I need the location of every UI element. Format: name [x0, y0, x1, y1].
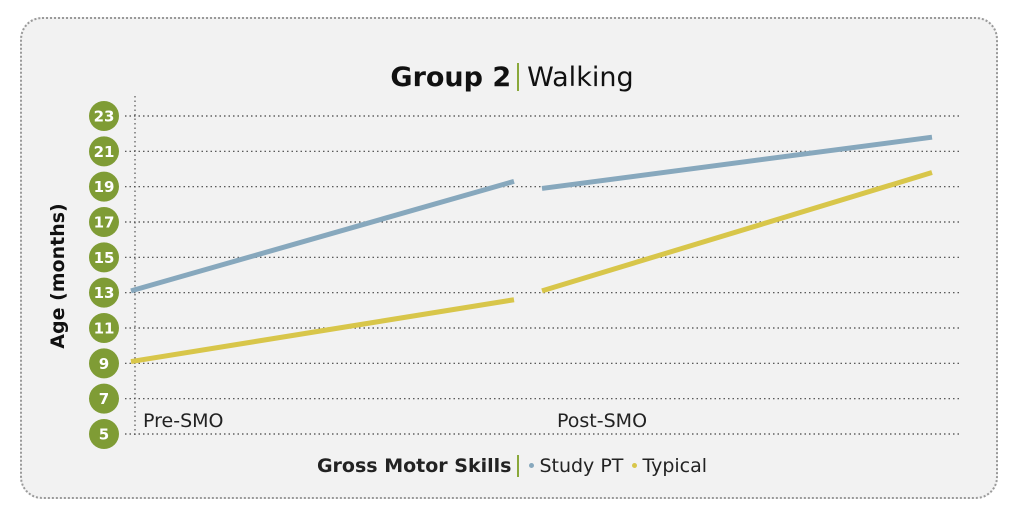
y-tick-label-11: 11: [94, 320, 115, 338]
chart-card: [20, 17, 998, 499]
series-study-pt-segment-2: [541, 134, 933, 191]
y-tick-badge-9: [89, 348, 119, 379]
series-study-pt-segment-1: [130, 178, 515, 294]
y-tick-label-19: 19: [94, 178, 115, 196]
y-tick-badge-17: [89, 207, 119, 237]
x-category-label-post-smo: Post-SMO: [557, 410, 647, 432]
y-tick-label-7: 7: [99, 390, 109, 408]
y-tick-badge-15: [89, 242, 119, 273]
y-tick-badge-21: [89, 136, 119, 167]
y-tick-label-15: 15: [94, 249, 115, 267]
y-tick-badge-13: [89, 277, 119, 308]
y-tick-badge-23: [89, 101, 119, 131]
series-typical-segment-1: [130, 297, 515, 365]
y-tick-badge-11: [89, 313, 119, 343]
title-divider: [517, 63, 520, 91]
y-tick-badge-7: [89, 383, 119, 414]
y-tick-label-23: 23: [94, 108, 115, 126]
chart-title-rest: Walking: [527, 62, 634, 93]
y-tick-label-9: 9: [99, 355, 109, 373]
series-typical-segment-2: [541, 170, 933, 294]
legend: Gross Motor Skills Study PT Typical: [0, 455, 1024, 477]
legend-marker-study-pt: [529, 463, 535, 468]
x-category-label-pre-smo: Pre-SMO: [143, 410, 223, 432]
y-tick-label-17: 17: [94, 214, 115, 232]
y-tick-label-21: 21: [94, 143, 115, 161]
legend-marker-typical: [632, 463, 638, 468]
chart-title: Group 2 Walking: [0, 62, 1024, 93]
legend-label-study-pt: Study PT: [539, 455, 624, 477]
legend-title: Gross Motor Skills: [316, 455, 512, 477]
legend-divider: [517, 455, 520, 477]
y-tick-label-13: 13: [94, 284, 115, 302]
y-tick-badge-5: [89, 419, 119, 449]
y-tick-label-5: 5: [99, 426, 109, 444]
legend-label-typical: Typical: [642, 455, 708, 477]
y-tick-badge-19: [89, 171, 119, 202]
chart-title-bold: Group 2: [390, 62, 512, 93]
